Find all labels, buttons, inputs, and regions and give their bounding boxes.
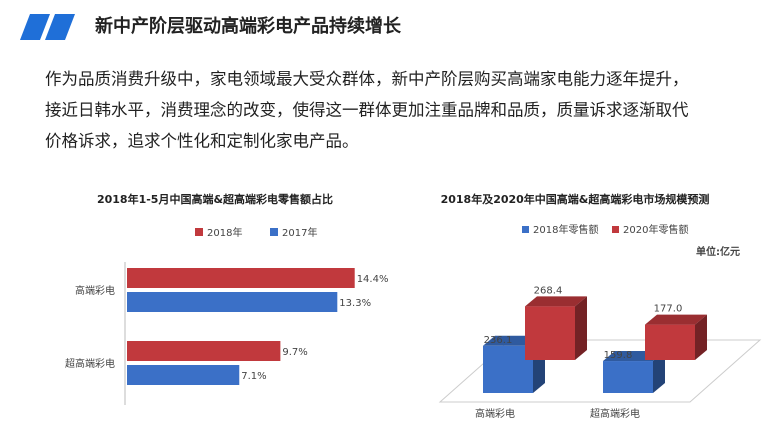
legend-label: 2020年零售额	[623, 223, 688, 236]
value-label: 7.1%	[241, 371, 266, 382]
legend-label: 2018年零售额	[533, 223, 598, 236]
bar	[127, 341, 281, 361]
header-title: 新中产阶层驱动高端彩电产品持续增长	[95, 15, 402, 37]
legend-label: 2017年	[282, 226, 317, 239]
value-label: 13.3%	[339, 298, 371, 309]
category-label: 超高端彩电	[65, 357, 115, 370]
unit-annotation: 单位:亿元	[696, 245, 740, 258]
bar-side	[653, 351, 665, 393]
bar-front	[603, 361, 653, 393]
bar-front	[483, 345, 533, 393]
bar-side	[575, 296, 587, 360]
bar	[127, 365, 240, 385]
bar	[127, 268, 355, 288]
body-line: 作为品质消费升级中，家电领域最大受众群体，新中产阶层购买高端家电能力逐年提升，	[45, 70, 689, 89]
value-label: 14.4%	[357, 274, 389, 285]
chart-title: 2018年及2020年中国高端&超高端彩电市场规模预测	[441, 192, 710, 206]
chart-title: 2018年1-5月中国高端&超高端彩电零售额占比	[97, 192, 333, 206]
value-label: 268.4	[534, 285, 563, 296]
bar	[483, 335, 545, 393]
value-label: 159.8	[604, 350, 633, 361]
bar	[645, 314, 707, 360]
header-icon	[45, 14, 75, 40]
bar-top	[525, 296, 587, 307]
bar	[525, 296, 587, 360]
bar-top	[645, 314, 707, 325]
body-line: 接近日韩水平，消费理念的改变，使得这一群体更加注重品牌和品质，质量诉求逐渐取代	[45, 100, 689, 120]
body-line: 价格诉求，追求个性化和定制化家电产品。	[45, 132, 359, 151]
bar-side	[695, 314, 707, 360]
category-label: 高端彩电	[75, 284, 115, 297]
bar-front	[645, 324, 695, 360]
category-label: 超高端彩电	[590, 407, 640, 420]
legend-swatch	[195, 228, 203, 236]
header-icon	[20, 14, 50, 40]
legend-label: 2018年	[207, 226, 242, 239]
legend-swatch	[270, 228, 278, 236]
legend-swatch	[612, 226, 619, 233]
legend-swatch	[522, 226, 529, 233]
category-label: 高端彩电	[475, 407, 515, 420]
bar	[127, 292, 338, 312]
value-label: 9.7%	[282, 347, 307, 358]
bar-front	[525, 306, 575, 360]
value-label: 177.0	[654, 304, 683, 315]
value-label: 236.1	[484, 335, 513, 346]
